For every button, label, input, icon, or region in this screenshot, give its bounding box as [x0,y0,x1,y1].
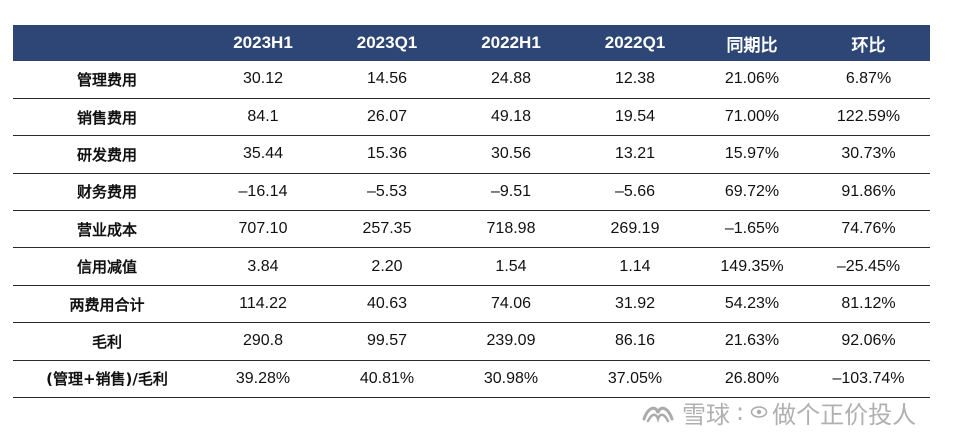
header-cell [13,25,201,61]
table-row: 财务费用 –16.14 –5.53 –9.51 –5.66 69.72% 91.86% [13,173,930,211]
header-cell: 2023Q1 [356,33,418,52]
table-cell: 40.63 [366,295,408,313]
table-cell: 718.98 [486,220,536,238]
table-row: 研发费用 35.44 15.36 30.56 13.21 15.97% 30.73% [13,136,930,174]
table-cell: 30.12 [242,70,284,88]
row-label: 财务费用 [76,183,137,202]
table-cell: –16.14 [238,182,288,200]
row-label: 信用减值 [76,258,137,277]
table-cell: 39.28% [235,369,291,387]
table-cell: 24.88 [490,70,532,88]
table-cell: 21.06% [724,70,780,88]
table-cell: 14.56 [366,70,408,88]
table-cell: 149.35% [720,257,784,275]
table-row: 管理费用 30.12 14.56 24.88 12.38 21.06% 6.87% [13,61,930,99]
table-cell: 114.22 [239,295,287,313]
header-cell: 2022H1 [481,33,541,52]
table-cell: 13.21 [614,145,656,163]
table-cell: 15.36 [366,145,408,163]
table-cell: –5.53 [366,182,408,200]
table-cell: 54.23% [724,295,780,313]
table-cell: 1.14 [619,257,651,275]
watermark-brand: 雪球 [682,400,730,429]
table-cell: 40.81% [359,369,415,387]
table-cell: 49.18 [490,108,532,126]
header-cell: 同期比 [726,35,778,55]
table-cell: 30.56 [490,145,532,163]
table-cell: 99.57 [366,332,408,350]
snowball-logo-icon [642,406,674,423]
table-cell: 71.00% [724,108,780,126]
watermark-handle: 做个正价投人 [772,400,917,429]
row-label: (管理+销售)/毛利 [46,370,168,389]
table-cell: 81.12% [841,295,896,313]
table-cell: 707.10 [238,220,288,238]
header-cell: 2022Q1 [604,33,666,52]
table-cell: –5.66 [614,182,656,200]
data-table-container: 2023H1 2023Q1 2022H1 2022Q1 同期比 环比 管理费用 3… [13,25,930,398]
table-cell: 30.73% [841,145,896,163]
table-row: (管理+销售)/毛利 39.28% 40.81% 30.98% 37.05% 26.80%… [13,360,930,398]
table-cell: 6.87% [845,70,892,88]
row-label: 毛利 [91,332,122,351]
table-cell: 92.06% [841,332,896,350]
table-cell: 3.84 [247,257,279,275]
header-cell: 环比 [851,35,886,55]
table-cell: 15.97% [724,145,780,163]
table-row: 毛利 290.8 99.57 239.09 86.16 21.63% 92.06% [13,323,930,361]
table-row: 两费用合计 114.22 40.63 74.06 31.92 54.23% 81.12% [13,285,930,323]
table-cell: –25.45% [836,257,901,275]
table-cell: 84.1 [247,108,279,126]
table-cell: 1.54 [495,257,527,275]
watermark-separator: : [736,398,745,426]
table-cell: 122.59% [836,108,901,126]
watermark: 雪球 : 做个正价投人 [640,392,916,432]
table-cell: 257.35 [362,220,412,238]
table-cell: –103.74% [832,369,905,387]
row-label: 管理费用 [76,70,137,89]
table-cell: 74.76% [841,220,896,238]
table-row: 信用减值 3.84 2.20 1.54 1.14 149.35% –25.45% [13,248,930,286]
header-cell: 2023H1 [233,33,293,52]
row-label: 销售费用 [76,108,137,127]
table-body: 管理费用 30.12 14.56 24.88 12.38 21.06% 6.87% 销售费用 8… [13,61,930,398]
row-label: 营业成本 [76,220,137,239]
table-cell: 91.86% [841,182,896,200]
eye-icon [750,406,768,418]
table-cell: 74.06 [490,295,532,313]
row-label: 研发费用 [76,145,137,164]
row-label: 两费用合计 [69,295,145,314]
table-cell: 35.44 [242,145,284,163]
table-cell: –1.65% [724,220,780,238]
table-row: 营业成本 707.10 257.35 718.98 269.19 –1.65% 74.76% [13,211,930,248]
table-cell: 269.19 [610,220,660,238]
table-cell: 12.38 [614,70,656,88]
table-cell: 26.80% [724,369,780,387]
table-cell: 37.05% [607,369,663,387]
table-header-row: 2023H1 2023Q1 2022H1 2022Q1 同期比 环比 [13,25,930,61]
table-cell: –9.51 [490,182,532,200]
table-cell: 239.09 [486,332,536,350]
financial-table: 2023H1 2023Q1 2022H1 2022Q1 同期比 环比 管理费用 3… [13,25,930,398]
table-cell: 21.63% [724,332,780,350]
table-cell: 19.54 [614,108,656,126]
table-row: 销售费用 84.1 26.07 49.18 19.54 71.00% 122.59% [13,98,930,136]
table-cell: 2.20 [371,257,403,275]
table-cell: 26.07 [366,108,408,126]
table-cell: 31.92 [614,295,656,313]
table-cell: 290.8 [242,332,284,350]
table-cell: 86.16 [614,332,656,350]
table-cell: 30.98% [483,369,539,387]
table-cell: 69.72% [724,182,780,200]
